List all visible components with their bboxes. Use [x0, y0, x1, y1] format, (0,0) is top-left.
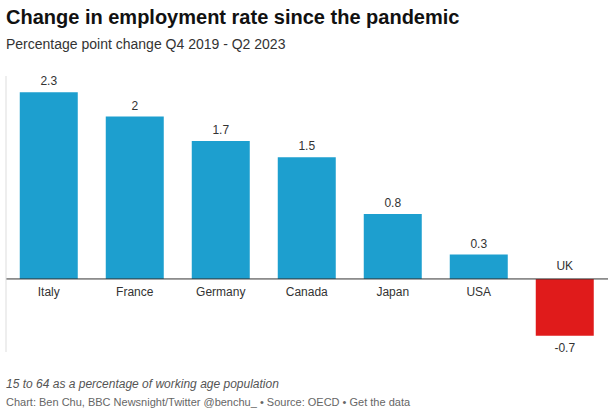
svg-text:1.5: 1.5: [298, 139, 315, 153]
svg-text:Italy: Italy: [38, 285, 60, 299]
svg-text:USA: USA: [466, 285, 491, 299]
svg-text:Canada: Canada: [286, 285, 328, 299]
svg-text:1.7: 1.7: [212, 123, 229, 137]
html-text:15 to 64 as a percentage of wo: 15 to 64 as a percentage of working age …: [6, 377, 279, 391]
svg-text:0.8: 0.8: [384, 196, 401, 210]
html-text:Chart: Ben Chu, BBC Newsnight/: Chart: Ben Chu, BBC Newsnight/Twitter @b…: [6, 396, 411, 408]
html-text:Percentage point change Q4 201: Percentage point change Q4 2019 - Q2 202…: [6, 36, 286, 52]
svg-text:0.3: 0.3: [470, 237, 487, 251]
html-text:Change in employment rate sinc: Change in employment rate since the pand…: [6, 6, 460, 28]
svg-text:Germany: Germany: [196, 285, 245, 299]
svg-text:UK: UK: [556, 259, 573, 273]
svg-text:-0.7: -0.7: [554, 341, 575, 355]
svg-text:Japan: Japan: [376, 285, 409, 299]
svg-text:2: 2: [131, 99, 138, 113]
svg-text:France: France: [116, 285, 154, 299]
svg-text:2.3: 2.3: [40, 74, 57, 88]
